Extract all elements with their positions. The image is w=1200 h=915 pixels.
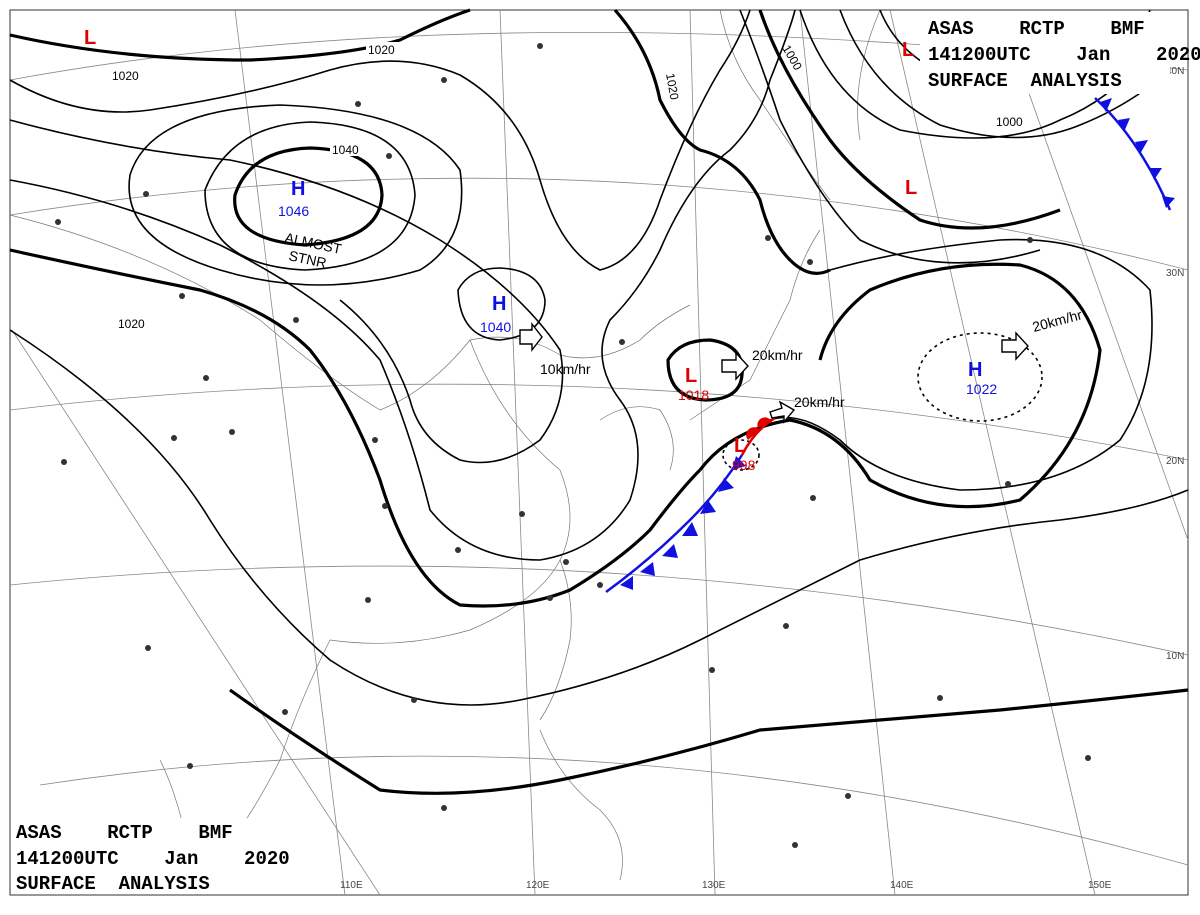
isobars [9, 8, 1189, 795]
isobar-label-2: 1020 [112, 69, 139, 83]
isobar-label-3: 1040 [332, 143, 359, 157]
movement-label-2: 20km/hr [752, 347, 803, 363]
high-center-1: H [291, 178, 305, 200]
lon-label-110: 110E [340, 880, 363, 891]
header-line-1: ASAS RCTP BMF [928, 18, 1145, 40]
isobar-label-4: 1020 [118, 317, 145, 331]
low-center-1: L [685, 365, 697, 387]
lat-label-40: 40N [1166, 66, 1184, 77]
lat-label-10: 10N [1166, 651, 1184, 662]
high-value-3: 1022 [966, 381, 997, 397]
lat-label-20: 20N [1166, 456, 1184, 467]
header-background [920, 12, 1170, 94]
movement-label-4: 20km/hr [1031, 306, 1084, 335]
isobar-label-7: 1020 [663, 72, 681, 101]
coastlines [9, 9, 881, 881]
isobar-label-5: 1000 [779, 43, 805, 73]
low-marker-2: L [902, 39, 914, 61]
lon-label-130: 130E [702, 880, 726, 891]
map-frame [9, 9, 1189, 896]
low-marker-3: L [905, 177, 917, 199]
footer-line-3: SURFACE ANALYSIS [16, 873, 210, 895]
low-center-2: L [734, 435, 746, 457]
lat-label-30: 30N [1166, 268, 1184, 279]
movement-arrows [519, 321, 1029, 424]
low-value-1: 1018 [678, 387, 709, 403]
footer-line-1: ASAS RCTP BMF [16, 822, 233, 844]
note-line-2: STNR [287, 247, 328, 271]
lon-label-150: 150E [1088, 880, 1112, 891]
parallels [9, 31, 1189, 866]
high-analysis-circle [917, 332, 1043, 422]
low-value-2: 998 [732, 457, 756, 473]
cold-front [605, 97, 1175, 594]
movement-label-3: 20km/hr [794, 394, 845, 410]
isobar-label-6: 1000 [996, 115, 1023, 129]
isobar-label-1: 1020 [368, 43, 395, 57]
high-value-1: 1046 [278, 203, 309, 219]
movement-label-1: 10km/hr [540, 361, 591, 377]
footer-background [12, 818, 270, 894]
high-value-2: 1040 [480, 319, 511, 335]
warm-front [740, 416, 776, 456]
high-center-2: H [492, 293, 506, 315]
header-line-3: SURFACE ANALYSIS [928, 70, 1122, 92]
lon-label-140: 140E [890, 880, 914, 891]
meridians [11, 9, 1189, 896]
station-plots [55, 43, 1091, 848]
high-center-3: H [968, 359, 982, 381]
lon-label-120: 120E [526, 880, 550, 891]
header-line-2: 141200UTC Jan 2020 [928, 44, 1200, 66]
footer-line-2: 141200UTC Jan 2020 [16, 848, 290, 870]
low-analysis-circle [722, 439, 760, 471]
low-marker-1: L [84, 27, 96, 49]
